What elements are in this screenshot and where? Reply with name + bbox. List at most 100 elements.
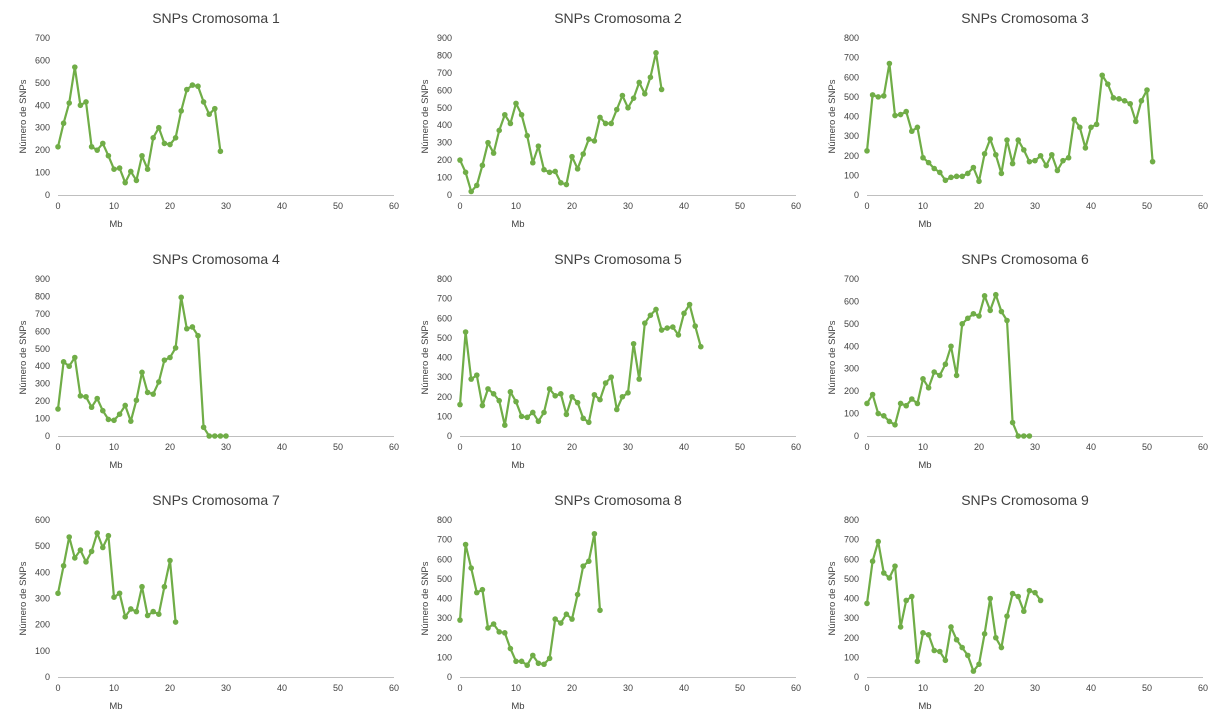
data-point xyxy=(1021,147,1027,153)
data-point xyxy=(502,630,508,636)
data-point xyxy=(524,414,530,421)
data-point xyxy=(563,411,570,418)
data-point xyxy=(864,148,870,154)
data-point xyxy=(1077,124,1083,131)
chart-panel-9: SNPs Cromosoma 9 0 100 200 300 400 500 600 700 80… xyxy=(815,482,1210,722)
y-tick-label: 200 xyxy=(35,620,50,630)
data-point xyxy=(546,386,553,392)
series-line xyxy=(459,51,663,193)
data-point xyxy=(869,391,876,398)
data-point xyxy=(597,607,603,614)
chart-title: SNPs Cromosoma 6 xyxy=(961,251,1089,267)
data-point xyxy=(111,594,117,600)
x-tick-label: 0 xyxy=(55,683,60,693)
x-tick-label: 20 xyxy=(567,683,577,693)
y-tick-label: 300 xyxy=(35,123,50,133)
data-point xyxy=(1149,158,1156,165)
data-point xyxy=(1004,613,1010,619)
data-point xyxy=(987,136,993,142)
data-point xyxy=(881,93,887,99)
data-point xyxy=(133,397,140,404)
data-point xyxy=(167,141,173,148)
y-tick-label: 700 xyxy=(437,68,452,78)
data-point xyxy=(1105,81,1111,87)
data-point xyxy=(903,108,909,115)
y-tick-label: 500 xyxy=(35,78,50,88)
chart-panel-1: SNPs Cromosoma 1 0 100 200 300 400 500 600 700 0 1… xyxy=(6,0,401,240)
data-point xyxy=(886,418,893,425)
x-tick-label: 50 xyxy=(333,442,343,452)
data-point xyxy=(479,586,486,593)
y-tick-label: 0 xyxy=(447,431,452,441)
data-point xyxy=(993,634,999,641)
data-point xyxy=(563,181,570,188)
x-tick-label: 40 xyxy=(1086,442,1096,452)
data-point xyxy=(892,563,898,569)
data-point xyxy=(998,308,1005,315)
data-point xyxy=(886,575,893,581)
x-tick-label: 10 xyxy=(918,201,928,211)
line-chart-2: SNPs Cromosoma 2010020030040050060070080… xyxy=(420,10,801,230)
data-point xyxy=(993,291,999,298)
data-point xyxy=(953,372,960,379)
series-line xyxy=(865,540,1042,673)
data-point xyxy=(998,644,1005,651)
y-tick-label: 200 xyxy=(35,396,50,406)
x-tick-label: 40 xyxy=(1086,201,1096,211)
data-point xyxy=(1004,317,1010,324)
data-point xyxy=(457,401,463,408)
data-point xyxy=(485,625,491,631)
data-point xyxy=(122,402,128,409)
x-tick-label: 30 xyxy=(1030,201,1040,211)
data-point xyxy=(1060,157,1066,164)
data-point xyxy=(1043,162,1049,169)
data-point xyxy=(195,83,201,90)
data-point xyxy=(217,148,224,155)
data-point xyxy=(1144,87,1150,93)
y-tick-label: 400 xyxy=(437,594,452,604)
y-tick-label: 400 xyxy=(437,120,452,130)
data-point xyxy=(1009,160,1016,167)
data-point xyxy=(144,166,151,173)
data-point xyxy=(619,92,626,99)
data-point xyxy=(541,409,547,416)
data-point xyxy=(88,548,95,555)
x-tick-label: 0 xyxy=(457,201,462,211)
data-point xyxy=(892,421,898,428)
y-axis-label: Número de SNPs xyxy=(18,561,29,635)
y-tick-label: 500 xyxy=(844,319,859,329)
y-tick-label: 100 xyxy=(844,170,859,180)
data-point xyxy=(150,608,156,615)
y-tick-label: 400 xyxy=(35,361,50,371)
data-point xyxy=(122,614,128,620)
y-tick-label: 100 xyxy=(35,168,50,178)
data-point xyxy=(496,127,502,134)
data-point xyxy=(937,169,943,176)
data-point xyxy=(998,170,1005,177)
x-tick-label: 0 xyxy=(864,442,869,452)
y-tick-label: 500 xyxy=(437,574,452,584)
data-point xyxy=(987,307,993,314)
data-point xyxy=(591,530,598,537)
data-point xyxy=(586,558,592,565)
y-tick-label: 500 xyxy=(35,344,50,354)
data-point xyxy=(681,310,687,317)
data-point xyxy=(156,124,162,131)
data-point xyxy=(875,94,881,100)
data-point xyxy=(574,591,581,598)
chart-panel-6: SNPs Cromosoma 6 0 100 200 300 400 500 600 700 0 1… xyxy=(815,241,1210,481)
y-tick-label: 100 xyxy=(844,409,859,419)
data-point xyxy=(518,413,525,420)
data-point xyxy=(636,376,642,382)
y-tick-label: 200 xyxy=(844,386,859,396)
y-tick-label: 100 xyxy=(437,652,452,662)
chart-panel-5: SNPs Cromosoma 5 0 100 200 300 400 500 600 700 80… xyxy=(408,241,803,481)
data-point xyxy=(903,597,909,604)
data-point xyxy=(55,143,61,150)
data-point xyxy=(1021,608,1027,615)
data-point xyxy=(597,396,603,403)
data-point xyxy=(942,177,949,184)
data-point xyxy=(602,380,609,386)
x-axis-label: Mb xyxy=(511,460,524,471)
data-point xyxy=(502,422,508,429)
